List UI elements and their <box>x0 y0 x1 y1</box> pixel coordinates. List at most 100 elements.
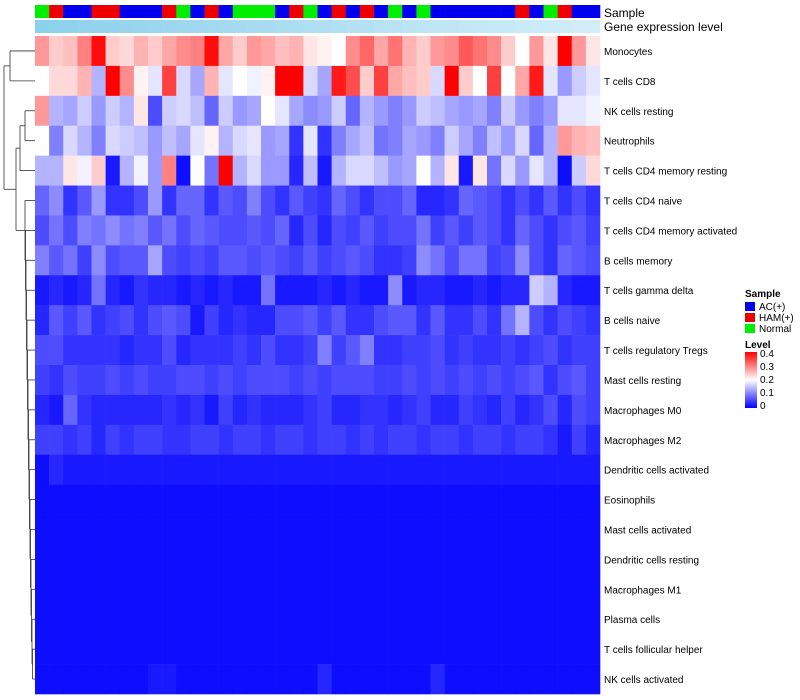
heatmap-cell <box>374 394 389 426</box>
heatmap-cell <box>543 484 558 515</box>
heatmap-cell <box>374 125 389 156</box>
heatmap-cell <box>77 544 92 575</box>
row-label: Dendritic cells activated <box>604 466 709 477</box>
heatmap-cell <box>63 155 78 186</box>
heatmap-cell <box>444 95 460 127</box>
heatmap-cell <box>289 604 304 635</box>
heatmap-cell <box>49 305 64 336</box>
heatmap-cell <box>275 185 290 216</box>
heatmap-cell <box>204 634 219 665</box>
heatmap-cell <box>430 514 445 545</box>
heatmap-cell <box>204 394 219 426</box>
heatmap-cell <box>261 155 276 186</box>
expression-annotation-cell <box>416 20 431 33</box>
heatmap-cell <box>331 36 347 67</box>
heatmap-cell <box>515 155 530 186</box>
heatmap-cell <box>515 245 530 276</box>
heatmap-cell <box>91 125 106 156</box>
heatmap-cell <box>458 604 474 635</box>
heatmap-cell <box>317 215 332 246</box>
heatmap-cell <box>133 335 149 366</box>
heatmap-cell <box>91 275 106 306</box>
heatmap-cell <box>204 424 219 456</box>
heatmap-cell <box>275 634 290 665</box>
expression-annotation-cell <box>487 20 502 33</box>
heatmap-cell <box>374 36 389 67</box>
heatmap-cell <box>105 454 121 485</box>
legend-sample-title: Sample <box>745 289 781 300</box>
heatmap-cell <box>557 155 573 186</box>
heatmap-cell <box>388 604 403 635</box>
heatmap-cell <box>331 215 347 246</box>
heatmap-cell <box>501 514 516 545</box>
heatmap-cell <box>402 484 417 515</box>
heatmap-cell <box>543 36 558 67</box>
heatmap-cell <box>515 664 530 695</box>
expression-annotation-track <box>35 20 601 33</box>
heatmap-cell <box>77 664 92 695</box>
sample-annotation-cell <box>246 5 262 18</box>
heatmap-cell <box>176 634 191 665</box>
sample-annotation-cell <box>571 5 587 18</box>
heatmap-cell <box>543 664 558 695</box>
level-tick-label: 0.2 <box>760 375 774 386</box>
heatmap-cell <box>119 95 135 127</box>
heatmap-cell <box>63 185 78 216</box>
heatmap-cell <box>190 305 205 336</box>
heatmap-cell <box>487 664 502 695</box>
heatmap-cell <box>105 125 121 156</box>
heatmap-cell <box>571 125 587 156</box>
heatmap-cell <box>303 604 318 635</box>
expression-annotation-cell <box>430 20 445 33</box>
heatmap-cell <box>105 664 121 695</box>
heatmap-cell <box>472 634 488 665</box>
heatmap-cell <box>232 514 248 545</box>
heatmap-cell <box>91 394 106 426</box>
heatmap-cell <box>472 664 488 695</box>
heatmap-cell <box>63 335 78 366</box>
heatmap-cell <box>261 544 276 575</box>
heatmap-cell <box>204 245 219 276</box>
heatmap-cell <box>232 664 248 695</box>
heatmap-cell <box>35 275 50 306</box>
sample-annotation-cell <box>133 5 149 18</box>
heatmap-cell <box>232 36 248 67</box>
heatmap-cell <box>303 125 318 156</box>
heatmap-cell <box>119 275 135 306</box>
heatmap-cell <box>218 394 234 426</box>
heatmap-cell <box>345 125 361 156</box>
heatmap-cell <box>246 155 262 186</box>
heatmap-cell <box>416 544 431 575</box>
heatmap-cell <box>289 424 304 456</box>
heatmap-cell <box>402 634 417 665</box>
heatmap-cell <box>77 125 92 156</box>
heatmap-cell <box>585 454 601 485</box>
heatmap-cell <box>261 574 276 605</box>
sample-annotation-cell <box>289 5 304 18</box>
heatmap-cell <box>105 215 121 246</box>
heatmap-cell <box>204 36 219 67</box>
heatmap-cell <box>303 424 318 456</box>
heatmap-cell <box>35 95 50 127</box>
heatmap-cell <box>119 544 135 575</box>
heatmap-cell <box>303 305 318 336</box>
heatmap-cell <box>444 185 460 216</box>
heatmap-cell <box>374 155 389 186</box>
heatmap-cell <box>359 574 375 605</box>
heatmap-cell <box>402 65 417 97</box>
heatmap-cell <box>571 155 587 186</box>
heatmap-cell <box>91 514 106 545</box>
heatmap-cell <box>232 245 248 276</box>
heatmap-cell <box>430 394 445 426</box>
heatmap-cell <box>190 544 205 575</box>
heatmap-cell <box>374 484 389 515</box>
heatmap-cell <box>176 215 191 246</box>
heatmap-cell <box>148 65 163 97</box>
heatmap-cell <box>176 125 191 156</box>
heatmap-cell <box>105 484 121 515</box>
heatmap-cell <box>232 185 248 216</box>
heatmap-cell <box>275 394 290 426</box>
heatmap-cell <box>487 125 502 156</box>
heatmap-cell <box>77 155 92 186</box>
heatmap-cell <box>119 185 135 216</box>
